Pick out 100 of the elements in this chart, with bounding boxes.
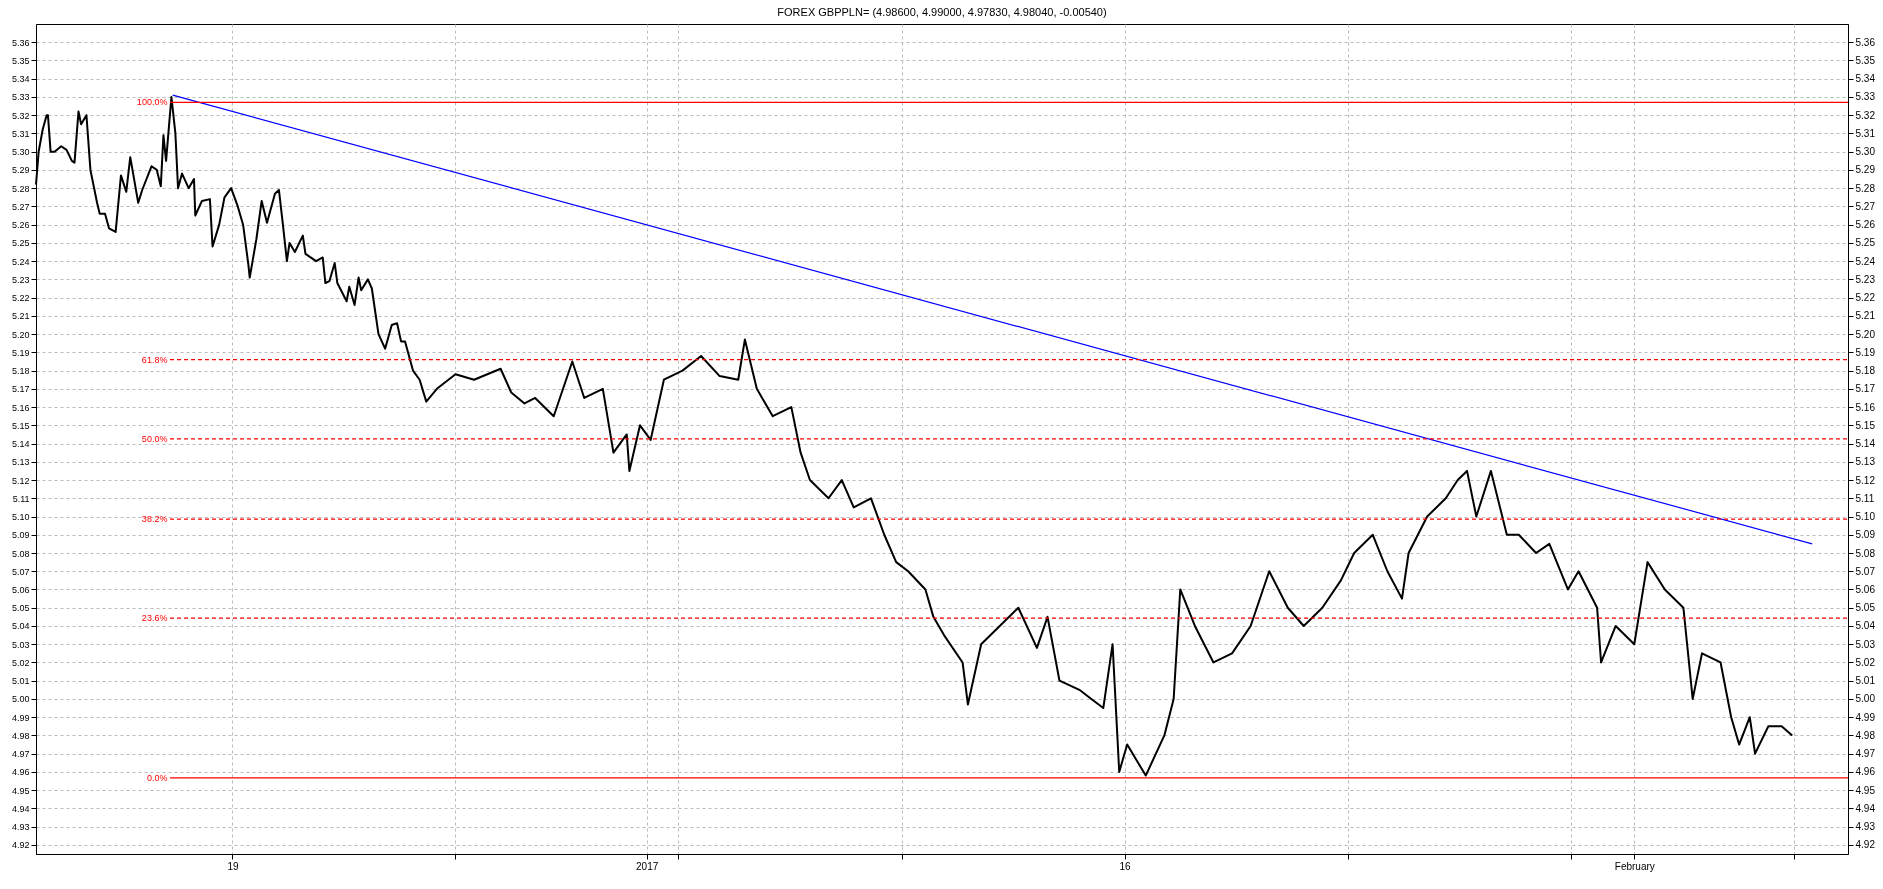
y2-tick-label: 4.96 — [1855, 766, 1876, 778]
y-tick-label: 5.35 — [11, 55, 30, 66]
y2-tick-label: 5.21 — [1855, 310, 1876, 322]
annotation: 61.8% — [141, 354, 168, 365]
y2-tick-label: 4.97 — [1855, 748, 1876, 760]
y-tick-label: 5.17 — [11, 384, 30, 395]
y-tick-label: 4.98 — [11, 730, 30, 741]
y-tick-label: 5.33 — [11, 92, 30, 103]
y2-tick-label: 5.33 — [1855, 91, 1876, 103]
y2-tick-label: 4.98 — [1855, 729, 1876, 741]
y2-tick-label: 5.34 — [1855, 73, 1876, 85]
y-tick-label: 5.19 — [11, 347, 30, 358]
y2-tick-label: 4.92 — [1855, 839, 1876, 851]
x-tick-label: 2017 — [636, 860, 659, 872]
y2-tick-label: 4.99 — [1855, 711, 1876, 723]
y-tick-label: 5.36 — [11, 37, 30, 48]
y2-tick-label: 5.10 — [1855, 511, 1876, 523]
y2-tick-label: 5.32 — [1855, 109, 1876, 121]
y-tick-label: 4.94 — [11, 803, 30, 814]
y-tick-label: 5.18 — [11, 366, 30, 377]
y2-tick-label: 5.17 — [1855, 383, 1876, 395]
annotation: 38.2% — [141, 514, 168, 525]
x-tick-label: 19 — [227, 860, 239, 872]
y-tick-label: 5.13 — [11, 457, 30, 468]
y2-tick-label: 5.05 — [1855, 602, 1876, 614]
y2-tick-label: 5.07 — [1855, 565, 1876, 577]
y-tick-label: 5.21 — [11, 311, 30, 322]
y-tick-label: 5.24 — [11, 256, 30, 267]
x-tick-label: 16 — [1119, 860, 1132, 872]
y2-tick-label: 5.01 — [1855, 675, 1876, 687]
y-tick-label: 4.97 — [11, 749, 30, 760]
y-tick-label: 5.28 — [11, 183, 30, 194]
y-tick-label: 5.11 — [12, 493, 30, 504]
y2-tick-label: 5.13 — [1855, 456, 1876, 468]
y-tick-label: 5.23 — [11, 274, 30, 285]
y2-tick-label: 5.16 — [1855, 401, 1876, 413]
y-tick-label: 4.95 — [11, 785, 30, 796]
y2-tick-label: 5.25 — [1855, 237, 1876, 249]
y-tick-label: 5.34 — [11, 74, 30, 85]
y-tick-label: 5.09 — [11, 530, 30, 541]
annotation: 100.0% — [136, 97, 168, 108]
y2-tick-label: 5.27 — [1855, 200, 1876, 212]
y2-tick-label: 5.35 — [1855, 54, 1876, 66]
y2-tick-label: 5.29 — [1855, 164, 1876, 176]
y2-tick-label: 5.02 — [1855, 656, 1876, 668]
y2-tick-label: 5.06 — [1855, 583, 1876, 595]
y-tick-label: 4.96 — [11, 767, 30, 778]
y-tick-label: 5.27 — [11, 201, 30, 212]
y-tick-label: 5.14 — [11, 439, 30, 450]
y2-tick-label: 5.03 — [1855, 638, 1876, 650]
y2-tick-label: 4.93 — [1855, 821, 1876, 833]
y-tick-label: 5.03 — [11, 639, 30, 650]
y-tick-label: 5.02 — [11, 657, 30, 668]
y-tick-label: 5.01 — [11, 676, 30, 687]
y2-tick-label: 5.15 — [1855, 419, 1876, 431]
y2-tick-label: 5.28 — [1855, 182, 1876, 194]
y2-tick-label: 5.04 — [1855, 620, 1876, 632]
y-tick-label: 5.30 — [11, 147, 30, 158]
y-tick-label: 5.32 — [11, 110, 30, 121]
y2-tick-label: 5.36 — [1855, 36, 1876, 48]
y2-tick-label: 5.08 — [1855, 547, 1876, 559]
y2-tick-label: 5.00 — [1855, 693, 1876, 705]
y2-tick-label: 5.09 — [1855, 529, 1876, 541]
y2-tick-label: 5.18 — [1855, 365, 1876, 377]
y-tick-label: 5.12 — [11, 475, 30, 486]
y-tick-label: 4.99 — [11, 712, 30, 723]
y2-tick-label: 5.11 — [1855, 492, 1875, 504]
y-tick-label: 5.25 — [11, 238, 30, 249]
y2-tick-label: 5.31 — [1855, 127, 1876, 139]
y-tick-label: 4.92 — [11, 840, 30, 851]
y-tick-label: 5.10 — [11, 512, 30, 523]
y2-tick-label: 4.94 — [1855, 802, 1876, 814]
y2-tick-label: 5.12 — [1855, 474, 1876, 486]
x-tick-label: February — [1614, 860, 1655, 872]
chart-title: FOREX GBPPLN= (4.98600, 4.99000, 4.97830, 4.98040, -0.00540) — [777, 6, 1107, 18]
y-tick-label: 5.22 — [11, 293, 30, 304]
y-tick-label: 5.20 — [11, 329, 30, 340]
y-tick-label: 5.04 — [11, 621, 30, 632]
y-tick-label: 5.07 — [11, 566, 30, 577]
y2-tick-label: 5.24 — [1855, 255, 1876, 267]
annotation: 23.6% — [141, 613, 168, 624]
y-tick-label: 5.29 — [11, 165, 30, 176]
y2-tick-label: 5.22 — [1855, 292, 1876, 304]
y-tick-label: 4.93 — [11, 822, 30, 833]
y2-tick-label: 5.26 — [1855, 219, 1876, 231]
y-tick-label: 5.00 — [11, 694, 30, 705]
y2-tick-label: 5.30 — [1855, 146, 1876, 158]
y-tick-label: 5.08 — [11, 548, 30, 559]
y2-tick-label: 4.95 — [1855, 784, 1876, 796]
y2-tick-label: 5.20 — [1855, 328, 1876, 340]
y-tick-label: 5.31 — [11, 128, 30, 139]
y-tick-label: 5.15 — [11, 420, 30, 431]
y2-tick-label: 5.14 — [1855, 438, 1876, 450]
y2-tick-label: 5.23 — [1855, 273, 1876, 285]
annotation: 0.0% — [146, 772, 168, 783]
y-tick-label: 5.26 — [11, 220, 30, 231]
y-tick-label: 5.16 — [11, 402, 30, 413]
annotation: 50.0% — [141, 433, 168, 444]
y-tick-label: 5.05 — [11, 603, 30, 614]
y-tick-label: 5.06 — [11, 584, 30, 595]
